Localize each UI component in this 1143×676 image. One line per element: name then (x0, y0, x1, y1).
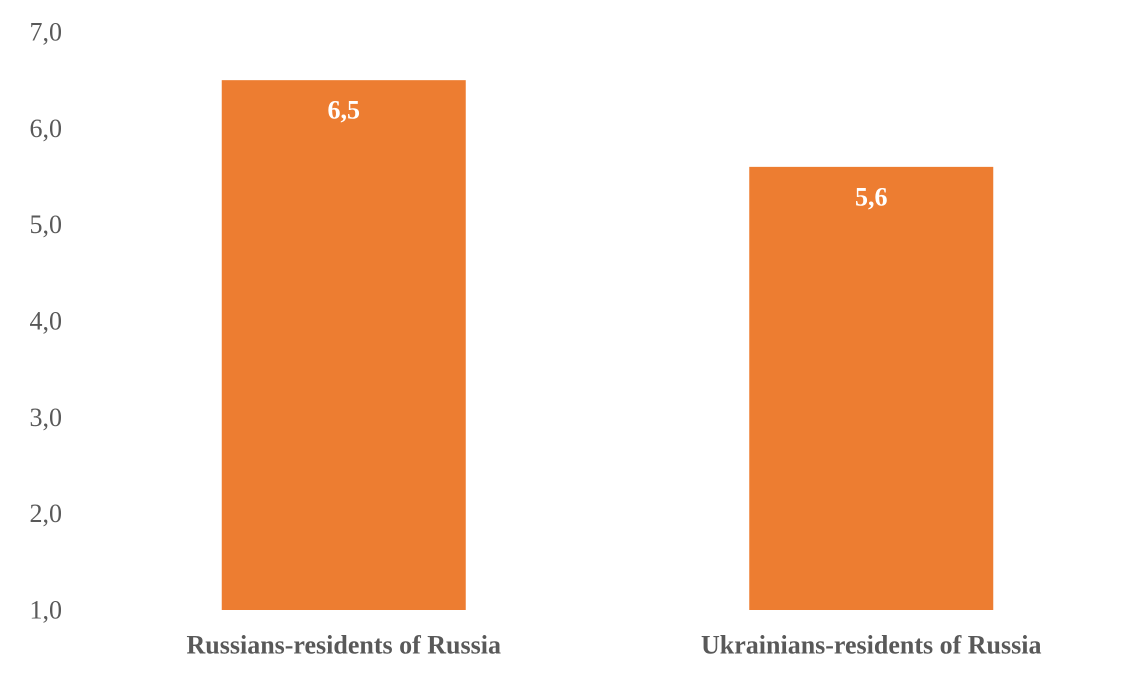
y-tick-label: 7,0 (30, 18, 63, 47)
bar-value-label: 6,5 (328, 96, 361, 125)
y-tick-label: 5,0 (30, 210, 63, 239)
y-tick-label: 1,0 (30, 596, 63, 625)
bar (749, 166, 994, 610)
x-category-label: Russians-residents of Russia (187, 631, 501, 660)
x-axis: Russians-residents of Russia Ukrainians-r… (187, 631, 1042, 660)
y-axis: 1,0 2,0 3,0 4,0 5,0 6,0 7,0 (30, 18, 63, 625)
bar-value-label: 5,6 (855, 182, 888, 211)
y-tick-label: 2,0 (30, 499, 63, 528)
bars: 6,5 5,6 (221, 80, 994, 610)
y-tick-label: 4,0 (30, 307, 63, 336)
x-category-label: Ukrainians-residents of Russia (701, 631, 1041, 660)
bar (221, 80, 466, 610)
y-tick-label: 3,0 (30, 403, 63, 432)
y-tick-label: 6,0 (30, 114, 63, 143)
